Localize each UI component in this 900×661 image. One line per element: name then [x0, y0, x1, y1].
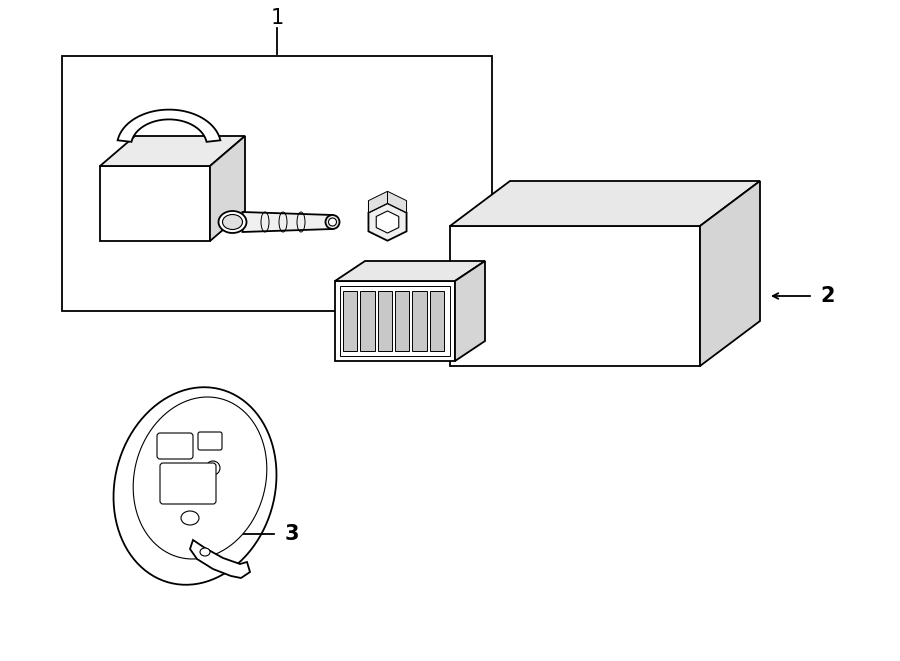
Bar: [412, 291, 427, 351]
Polygon shape: [113, 387, 276, 585]
FancyBboxPatch shape: [198, 432, 222, 450]
Polygon shape: [450, 226, 700, 366]
Ellipse shape: [219, 211, 247, 233]
Polygon shape: [376, 211, 399, 233]
Text: 3: 3: [285, 524, 300, 544]
Ellipse shape: [200, 548, 210, 556]
FancyBboxPatch shape: [160, 463, 216, 504]
Ellipse shape: [326, 215, 339, 229]
Bar: [378, 291, 392, 351]
Text: 2: 2: [820, 286, 834, 306]
Polygon shape: [388, 191, 407, 213]
Ellipse shape: [328, 218, 337, 226]
Polygon shape: [368, 204, 407, 241]
Bar: [343, 291, 357, 351]
Polygon shape: [242, 212, 332, 232]
Polygon shape: [450, 181, 760, 226]
Polygon shape: [190, 540, 250, 578]
Polygon shape: [133, 397, 266, 559]
Polygon shape: [210, 136, 245, 241]
Polygon shape: [100, 136, 245, 166]
FancyBboxPatch shape: [157, 433, 193, 459]
Polygon shape: [118, 110, 220, 142]
Bar: [340, 286, 450, 356]
Polygon shape: [455, 261, 485, 361]
Bar: [62, 56, 492, 311]
Bar: [429, 291, 444, 351]
Bar: [360, 291, 374, 351]
Ellipse shape: [206, 461, 220, 475]
Polygon shape: [335, 281, 455, 361]
Polygon shape: [100, 166, 210, 241]
Polygon shape: [335, 261, 485, 281]
Ellipse shape: [222, 215, 242, 229]
Polygon shape: [700, 181, 760, 366]
Polygon shape: [368, 191, 388, 213]
Text: 1: 1: [270, 8, 284, 28]
Bar: [395, 291, 410, 351]
Ellipse shape: [181, 511, 199, 525]
